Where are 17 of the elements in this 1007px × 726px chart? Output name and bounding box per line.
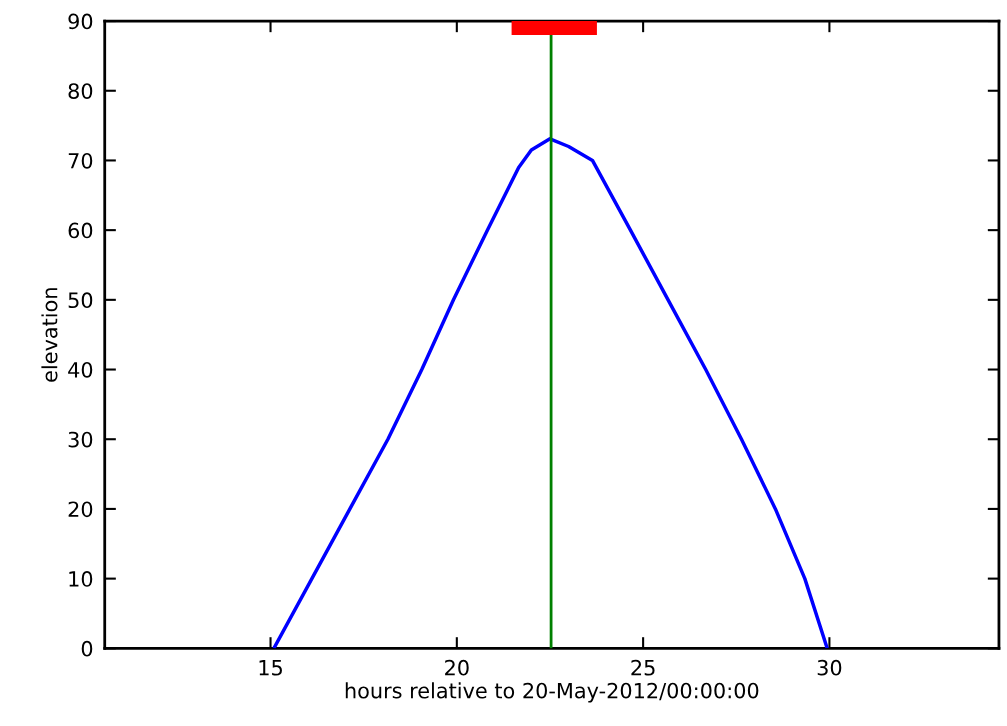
y-tick-label: 40 <box>68 361 93 378</box>
y-tick-label: 90 <box>68 13 93 30</box>
x-tick-label: 25 <box>631 659 655 676</box>
y-tick-label: 20 <box>68 501 93 518</box>
x-tick-label: 20 <box>445 659 469 676</box>
x-axis-title: hours relative to 20-May-2012/00:00:00 <box>345 682 759 703</box>
y-tick-label: 0 <box>81 640 93 657</box>
line-series <box>272 137 829 649</box>
y-tick-label: 50 <box>68 292 93 309</box>
y-tick-label: 60 <box>68 222 93 239</box>
y-axis-title: elevation <box>41 288 58 382</box>
x-tick-label: 30 <box>817 659 842 676</box>
y-tick-label: 10 <box>69 571 93 587</box>
y-tick-label: 80 <box>68 83 93 99</box>
x-tick-label: 15 <box>259 660 282 676</box>
y-tick-label: 30 <box>68 431 93 448</box>
y-tick-label: 70 <box>68 152 93 169</box>
